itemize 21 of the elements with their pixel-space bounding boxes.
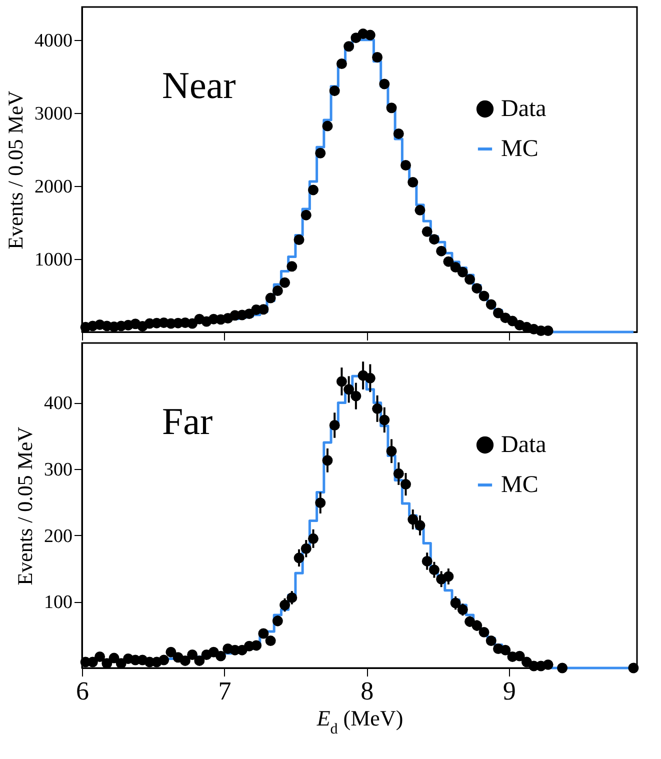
x-tick-label: 7 (218, 676, 232, 706)
y-axis-title: Events / 0.05 MeV (13, 426, 37, 586)
legend-label: MC (501, 472, 538, 498)
legend-label: MC (501, 136, 538, 162)
x-tick-label: 9 (502, 676, 516, 706)
y-tick-label: 4000 (34, 30, 72, 52)
legend-label: Data (501, 432, 547, 458)
y-tick-label: 300 (44, 460, 72, 481)
legend-label: Data (501, 96, 547, 122)
annotation: Far (162, 401, 213, 443)
y-tick-label: 200 (44, 526, 72, 547)
y-axis-title: Events / 0.05 MeV (4, 90, 28, 250)
y-tick-label: 2000 (34, 176, 72, 198)
x-axis-title: E$_{d}$ (MeV) (316, 706, 404, 738)
x-tick-label: 6 (76, 676, 89, 706)
annotation: Near (162, 65, 236, 107)
y-tick-label: 1000 (34, 249, 72, 270)
y-tick-label: 400 (44, 393, 72, 414)
y-tick-label: 100 (44, 592, 72, 614)
x-tick-label: 8 (360, 676, 374, 706)
y-tick-label: 3000 (34, 103, 72, 124)
